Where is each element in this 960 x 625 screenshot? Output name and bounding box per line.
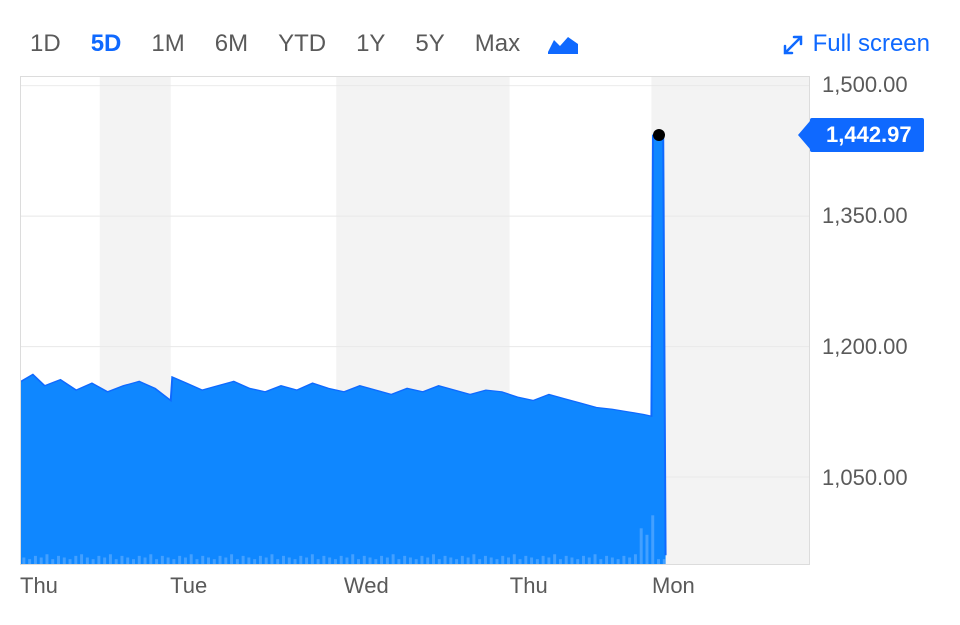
range-tab-ytd[interactable]: YTD [278,30,326,58]
x-tick-label: Thu [20,573,58,599]
y-tick-label: 1,500.00 [822,72,908,98]
range-tab-5y[interactable]: 5Y [415,30,444,58]
x-tick-label: Wed [344,573,389,599]
range-tabs: 1D 5D 1M 6M YTD 1Y 5Y Max [30,30,520,58]
y-tick-label: 1,350.00 [822,203,908,229]
chart-type-area-icon[interactable] [548,32,578,56]
x-tick-label: Mon [652,573,695,599]
x-tick-label: Tue [170,573,207,599]
range-tab-5d[interactable]: 5D [91,30,122,58]
current-price-flag: 1,442.97 [810,118,924,152]
expand-icon [783,34,803,54]
current-marker-dot [653,129,665,141]
chart-toolbar: 1D 5D 1M 6M YTD 1Y 5Y Max Full screen [20,30,940,76]
range-tab-6m[interactable]: 6M [215,30,248,58]
x-tick-label: Thu [510,573,548,599]
range-tab-max[interactable]: Max [475,30,520,58]
chart-area: Thu Tue Wed Thu Mon 1,050.00 1,200.00 1,350.00… [20,76,940,605]
range-tab-1m[interactable]: 1M [151,30,184,58]
x-axis: Thu Tue Wed Thu Mon [20,565,810,605]
fullscreen-button[interactable]: Full screen [783,30,930,58]
y-axis: 1,050.001,200.001,350.001,500.00 1,442.9… [810,76,940,565]
plot-area[interactable] [20,76,810,565]
range-tab-1d[interactable]: 1D [30,30,61,58]
fullscreen-label: Full screen [813,30,930,58]
y-tick-label: 1,200.00 [822,334,908,360]
chart-container: 1D 5D 1M 6M YTD 1Y 5Y Max Full screen Thu Tue Wed… [0,0,960,625]
current-price-value: 1,442.97 [826,122,912,147]
y-tick-label: 1,050.00 [822,465,908,491]
range-tab-1y[interactable]: 1Y [356,30,385,58]
